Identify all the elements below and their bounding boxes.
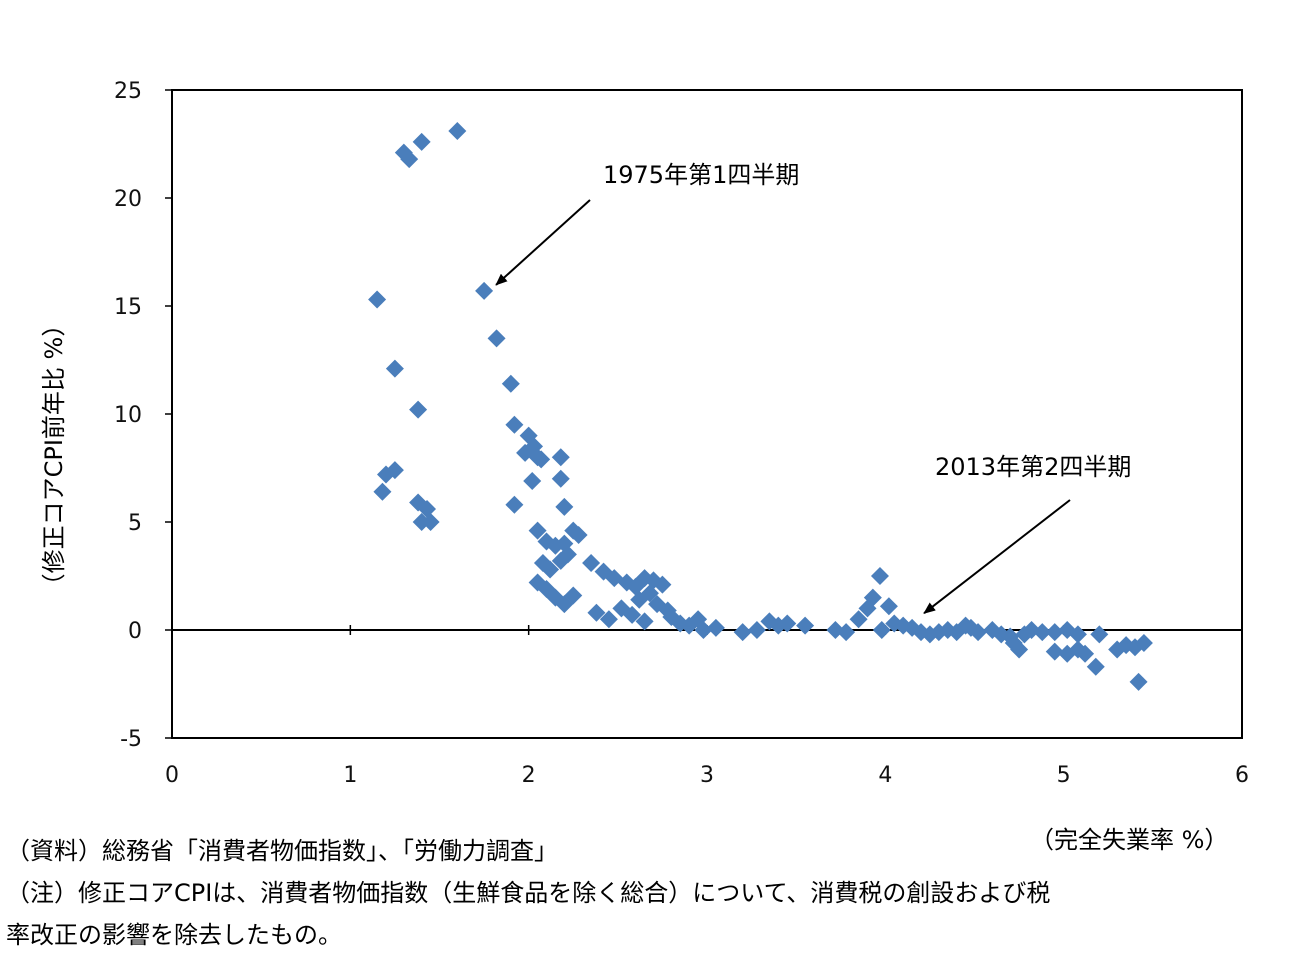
data-point [653, 575, 672, 594]
x-tick-label: 4 [878, 763, 892, 788]
data-point [1076, 644, 1095, 663]
y-axis-label: （修正コアCPI前年比 %） [40, 313, 68, 598]
data-point [796, 616, 815, 635]
data-points [368, 122, 1153, 691]
data-point [1033, 623, 1052, 642]
y-tick-label: -5 [120, 727, 142, 752]
data-point [969, 623, 988, 642]
y-tick-label: 10 [114, 403, 142, 428]
x-tick-label: 0 [165, 763, 179, 788]
data-point [1068, 625, 1087, 644]
data-point [523, 471, 542, 490]
data-point [551, 448, 570, 467]
annotation-label: 2013年第2四半期 [935, 453, 1131, 481]
data-point [1129, 672, 1148, 691]
annotation-arrow [495, 199, 591, 286]
data-point [551, 469, 570, 488]
data-point [733, 623, 752, 642]
data-point [385, 359, 404, 378]
data-point [564, 586, 583, 605]
data-point [630, 590, 649, 609]
y-tick-label: 20 [114, 187, 142, 212]
data-point [409, 400, 428, 419]
data-point [551, 551, 570, 570]
x-axis-ticks: 0 1 2 3 4 5 6 [165, 625, 1249, 788]
annotation-label: 1975年第1四半期 [603, 161, 799, 189]
y-axis-ticks: -5 0 5 10 15 20 25 [114, 79, 172, 752]
data-point [872, 621, 891, 639]
data-point [418, 500, 437, 519]
data-point [837, 623, 856, 642]
x-axis-label: （完全失業率 %） [1030, 826, 1229, 854]
data-point [487, 329, 506, 348]
data-point [541, 560, 560, 579]
data-point [532, 450, 551, 469]
data-point [501, 374, 520, 393]
data-point [599, 610, 618, 629]
data-point [587, 603, 606, 622]
data-point [528, 521, 547, 540]
data-point [870, 567, 889, 585]
data-point [694, 621, 713, 639]
annotation-arrow [923, 499, 1071, 614]
data-point [879, 597, 898, 616]
y-tick-label: 0 [128, 619, 142, 644]
data-point [1045, 642, 1064, 661]
data-point [1090, 625, 1109, 644]
data-point [778, 614, 797, 633]
data-point [385, 461, 404, 480]
x-tick-label: 5 [1057, 763, 1071, 788]
data-point [582, 554, 601, 573]
data-point [569, 525, 588, 544]
data-point [1010, 640, 1029, 659]
data-point [555, 497, 574, 516]
data-point [863, 588, 882, 607]
footnote-line-1: （注）修正コアCPIは、消費者物価指数（生鮮食品を除く総合）について、消費税の創… [6, 879, 1051, 907]
data-point [505, 495, 524, 514]
y-tick-label: 15 [114, 295, 142, 320]
x-tick-label: 2 [522, 763, 536, 788]
data-point [849, 610, 868, 629]
data-point [623, 605, 642, 624]
data-point [368, 290, 387, 309]
y-tick-label: 5 [128, 511, 142, 536]
data-point [1045, 623, 1064, 642]
data-point [373, 482, 392, 501]
data-point [412, 132, 431, 151]
data-point [421, 513, 440, 531]
data-point [400, 150, 419, 169]
y-tick-label: 25 [114, 79, 142, 104]
x-tick-label: 6 [1235, 763, 1249, 788]
data-point [448, 122, 467, 141]
x-tick-label: 3 [700, 763, 714, 788]
data-point [1086, 657, 1105, 676]
data-point [635, 612, 654, 631]
data-point [706, 618, 725, 637]
data-point [505, 415, 524, 434]
data-point [747, 621, 766, 639]
x-tick-label: 1 [343, 763, 357, 788]
data-point [1134, 633, 1153, 652]
data-point [475, 281, 494, 300]
annotations: 1975年第1四半期 2013年第2四半期 [495, 161, 1131, 614]
footnote-line-2: 率改正の影響を除去したもの。 [6, 921, 342, 949]
source-note: （資料）総務省「消費者物価指数」、「労働力調査」 [6, 837, 558, 865]
